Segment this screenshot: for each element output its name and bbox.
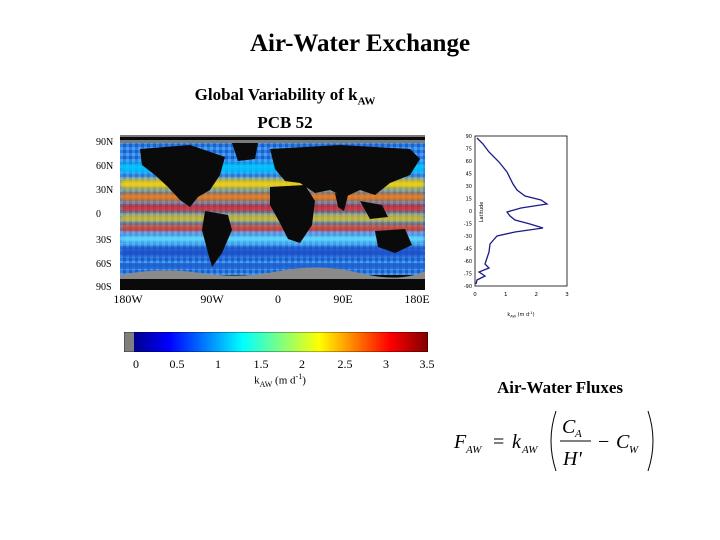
- kaw-latitude-profile: 90 75 60 45 30 15 0 -15 -30 -45 -60 -75 …: [464, 134, 569, 319]
- lon-label-90w: 90W: [200, 292, 224, 306]
- formula-CW-sub: W: [629, 444, 639, 456]
- profile-ytick-m90: -90: [464, 284, 472, 290]
- colorbar-tick-1-5: 1.5: [253, 357, 269, 371]
- lat-label-30n: 30N: [96, 185, 114, 196]
- lat-label-60n: 60N: [96, 161, 114, 172]
- lon-label-90e: 90E: [333, 292, 353, 306]
- formula-F-sub: AW: [465, 444, 482, 456]
- colorbar-tick-3: 3: [383, 357, 389, 371]
- colorbar-unit-label: kAW (m d-1): [254, 372, 306, 389]
- profile-ytick-30: 30: [466, 184, 472, 190]
- profile-ytick-60: 60: [466, 159, 472, 165]
- lat-label-90s: 90S: [96, 282, 112, 293]
- lon-label-0: 0: [275, 292, 281, 306]
- profile-xtick-3: 3: [565, 292, 569, 298]
- colorbar-tick-1: 1: [215, 357, 221, 371]
- profile-xlabel: kAW (m d-1): [507, 311, 534, 319]
- formula-left-paren: [550, 410, 557, 472]
- lon-label-180w: 180W: [113, 292, 143, 306]
- profile-ytick-45: 45: [466, 172, 472, 178]
- profile-xtick-2: 2: [535, 292, 539, 298]
- profile-ytick-15: 15: [466, 197, 472, 203]
- lat-label-0: 0: [96, 209, 101, 220]
- colorbar-tick-2: 2: [299, 357, 305, 371]
- formula-F: F: [453, 431, 467, 453]
- profile-ylabel: Latitude: [479, 202, 485, 223]
- profile-ytick-90: 90: [466, 134, 472, 140]
- subtitle-prefix: Global Variability of k: [194, 85, 358, 104]
- formula-right-paren: [647, 410, 654, 472]
- colorbar-tick-0-5: 0.5: [169, 357, 185, 371]
- lon-label-180e: 180E: [404, 292, 430, 306]
- formula-H: H': [562, 448, 582, 470]
- subtitle-compound: PCB 52: [257, 113, 313, 133]
- lat-label-30s: 30S: [96, 235, 112, 246]
- profile-ytick-m15: -15: [464, 222, 472, 228]
- lat-label-90n: 90N: [96, 137, 114, 148]
- slide-title: Air-Water Exchange: [249, 30, 471, 57]
- formula-minus: −: [598, 431, 609, 453]
- colorbar-tick-2-5: 2.5: [337, 357, 353, 371]
- formula-CW: C: [616, 431, 630, 453]
- formula-equals: =: [493, 431, 504, 453]
- profile-line: [475, 137, 549, 285]
- profile-frame: [474, 135, 568, 287]
- colorbar-gradient: [134, 332, 428, 352]
- profile-xtick-1: 1: [504, 292, 508, 298]
- colorbar-gray-swatch: [124, 332, 134, 352]
- profile-ytick-m45: -45: [464, 247, 472, 253]
- kaw-colorbar: [124, 332, 428, 352]
- profile-ytick-m60: -60: [464, 259, 472, 265]
- fluxes-heading: Air-Water Fluxes: [496, 378, 624, 397]
- formula-k-sub: AW: [521, 444, 538, 456]
- figure-subtitle: Global Variability of kAW PCB 52: [140, 84, 430, 134]
- colorbar-tick-3-5: 3.5: [419, 357, 435, 371]
- profile-xtick-0: 0: [473, 292, 477, 298]
- formula-CA-sub: A: [574, 428, 582, 440]
- profile-ytick-m75: -75: [464, 272, 472, 278]
- profile-ytick-75: 75: [466, 147, 472, 153]
- kaw-world-map: [120, 135, 425, 290]
- lat-label-60s: 60S: [96, 259, 112, 270]
- profile-ytick-m30: -30: [464, 234, 472, 240]
- formula-CA: C: [562, 416, 576, 438]
- profile-ytick-0: 0: [469, 209, 472, 215]
- colorbar-tick-0: 0: [133, 357, 139, 371]
- formula-k: k: [512, 431, 522, 453]
- subtitle-subscript: AW: [357, 95, 376, 108]
- flux-equation: F AW = k AW C A H' − C W: [453, 410, 654, 472]
